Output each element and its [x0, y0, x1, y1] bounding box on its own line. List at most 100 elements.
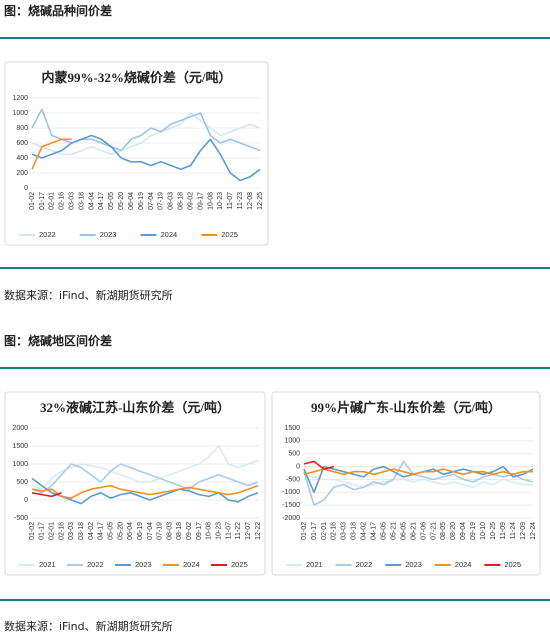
x-tick-label: 02-01 — [48, 522, 55, 540]
y-tick-label: 1000 — [12, 461, 28, 468]
legend-label: 2025 — [221, 230, 238, 239]
x-tick-label: 10-23 — [217, 192, 224, 210]
legend-label: 2023 — [405, 560, 422, 569]
x-tick-label: 02-01 — [49, 192, 56, 210]
x-tick-label: 02-16 — [331, 522, 338, 540]
y-tick-label: 200 — [16, 170, 28, 177]
x-tick-label: 08-03 — [168, 192, 175, 210]
x-tick-label: 05-20 — [117, 522, 124, 540]
x-tick-label: 06-04 — [128, 192, 135, 210]
y-tick-label: 1000 — [284, 438, 300, 445]
x-tick-label: 12-07 — [245, 522, 252, 540]
x-tick-label: 12-09 — [520, 522, 527, 540]
source: 数据来源：iFind、新湖期货研究所 — [4, 619, 173, 633]
x-tick-label: 04-17 — [371, 522, 378, 540]
legend-label: 2021 — [306, 560, 323, 569]
x-tick-label: 06-21 — [410, 522, 417, 540]
x-tick-label: 06-19 — [137, 522, 144, 540]
x-tick-label: 03-18 — [78, 192, 85, 210]
y-tick-label: -2000 — [282, 515, 300, 522]
y-tick-label: 1200 — [12, 95, 28, 102]
legend-label: 2022 — [87, 560, 104, 569]
x-tick-label: 11-23 — [237, 192, 244, 209]
series-line — [31, 445, 259, 490]
x-tick-label: 09-17 — [197, 192, 204, 210]
x-tick-label: 07-19 — [158, 192, 165, 210]
y-tick-label: 600 — [16, 140, 28, 147]
y-tick-label: 500 — [288, 451, 300, 458]
x-tick-label: 11-07 — [227, 192, 234, 209]
x-tick-label: 12-25 — [257, 192, 264, 210]
x-tick-label: 02-16 — [58, 522, 65, 540]
x-tick-label: 08-18 — [178, 192, 185, 210]
legend-label: 2025 — [504, 560, 521, 569]
series-line — [303, 460, 335, 470]
x-tick-label: 08-05 — [440, 522, 447, 540]
legend-label: 2024 — [183, 560, 200, 569]
x-tick-label: 01-02 — [301, 522, 308, 540]
x-tick-label: 12-22 — [255, 522, 262, 540]
x-tick-label: 01-17 — [39, 522, 46, 540]
chart-frame — [4, 391, 266, 576]
x-tick-label: 03-03 — [341, 522, 348, 540]
x-tick-label: 06-05 — [400, 522, 407, 540]
x-tick-label: 09-02 — [187, 192, 194, 210]
y-tick-label: 0 — [296, 463, 300, 470]
legend-label: 2024 — [455, 560, 472, 569]
x-tick-label: 09-17 — [196, 522, 203, 540]
source: 数据来源：iFind、新湖期货研究所 — [4, 288, 173, 302]
legend-label: 2023 — [100, 230, 117, 239]
x-tick-label: 01-02 — [29, 192, 36, 210]
x-tick-label: 01-17 — [39, 192, 46, 210]
legend-label: 2022 — [39, 230, 56, 239]
x-tick-label: 10-10 — [480, 522, 487, 540]
x-tick-label: 08-03 — [166, 522, 173, 540]
x-tick-label: 04-17 — [98, 522, 105, 540]
x-tick-label: 10-08 — [206, 522, 213, 540]
series-line — [303, 473, 533, 488]
x-tick-label: 12-24 — [530, 522, 537, 540]
y-tick-label: -500 — [14, 515, 28, 522]
series-line — [31, 108, 261, 152]
x-tick-label: 04-02 — [88, 522, 95, 540]
x-tick-label: 05-05 — [380, 522, 387, 540]
x-tick-label: 01-02 — [29, 522, 36, 540]
x-tick-label: 01-17 — [311, 522, 318, 540]
x-tick-label: 04-02 — [361, 522, 368, 540]
x-tick-label: 09-04 — [460, 522, 467, 540]
x-tick-label: 07-21 — [430, 522, 437, 540]
y-tick-label: 1000 — [12, 110, 28, 117]
x-tick-label: 10-23 — [216, 522, 223, 540]
x-tick-label: 07-06 — [420, 522, 427, 540]
y-tick-label: 0 — [24, 497, 28, 504]
y-tick-label: 800 — [16, 125, 28, 132]
x-tick-label: 09-02 — [186, 522, 193, 540]
legend-label: 2022 — [356, 560, 373, 569]
x-tick-label: 03-03 — [68, 522, 75, 540]
x-tick-label: 03-18 — [351, 522, 358, 540]
x-tick-label: 03-18 — [78, 522, 85, 540]
x-tick-label: 03-03 — [68, 192, 75, 210]
chart-title: 内蒙99%-32%烧碱价差（元/吨） — [42, 70, 232, 85]
x-tick-label: 07-04 — [148, 192, 155, 210]
legend-label: 2023 — [135, 560, 152, 569]
x-tick-label: 02-16 — [59, 192, 66, 210]
chart-frame — [271, 391, 541, 576]
series-line — [31, 477, 259, 505]
y-tick-label: 0 — [24, 185, 28, 192]
x-tick-label: 09-19 — [470, 522, 477, 540]
x-tick-label: 07-04 — [147, 522, 154, 540]
series-line — [31, 138, 72, 170]
heading: 图：烧碱品种间价差 — [4, 3, 112, 18]
x-tick-label: 08-18 — [176, 522, 183, 540]
chart-title: 99%片碱广东-山东价差（元/吨） — [311, 400, 501, 415]
x-tick-label: 06-19 — [138, 192, 145, 210]
y-tick-label: 1500 — [12, 443, 28, 450]
y-tick-label: -1000 — [282, 489, 300, 496]
series-line — [303, 468, 533, 476]
x-tick-label: 10-08 — [207, 192, 214, 210]
series-line — [31, 134, 261, 182]
y-tick-label: 1500 — [284, 425, 300, 432]
x-tick-label: 11-09 — [500, 522, 507, 539]
